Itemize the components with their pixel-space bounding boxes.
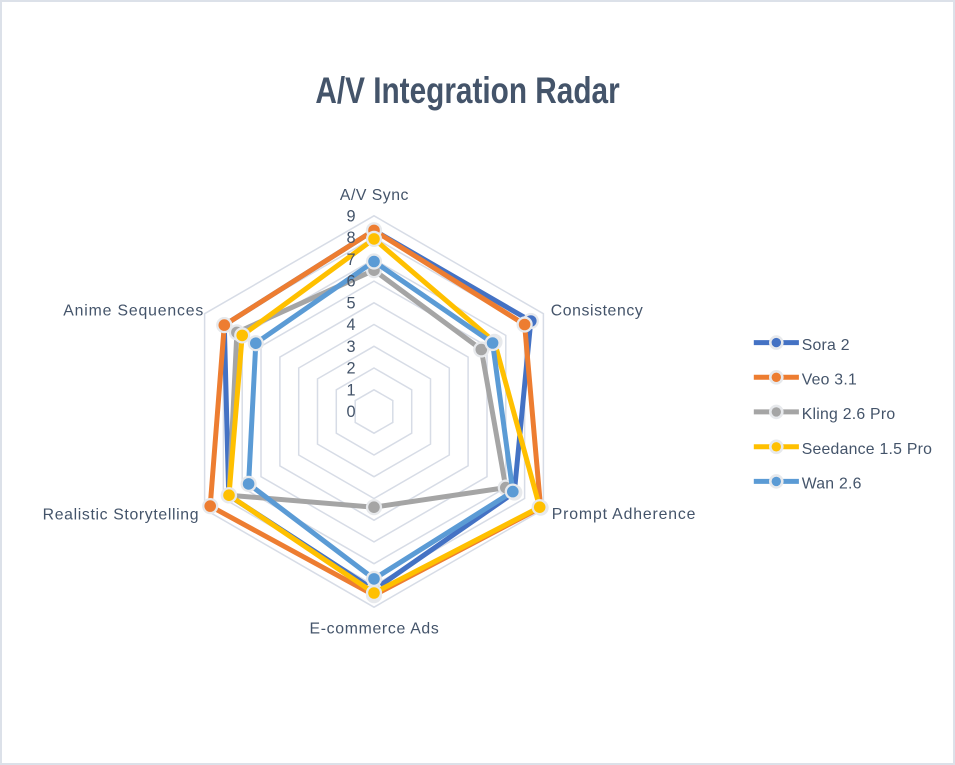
svg-text:A/V Integration Radar: A/V Integration Radar	[315, 71, 619, 112]
svg-text:9: 9	[346, 207, 355, 225]
svg-text:Realistic Storytelling: Realistic Storytelling	[43, 507, 200, 524]
svg-text:6: 6	[346, 273, 355, 291]
svg-text:5: 5	[346, 294, 355, 312]
svg-text:Kling 2.6 Pro: Kling 2.6 Pro	[802, 406, 896, 423]
svg-text:8: 8	[346, 229, 355, 247]
svg-text:3: 3	[346, 338, 355, 356]
svg-text:2: 2	[346, 360, 355, 378]
svg-text:Prompt Adherence: Prompt Adherence	[552, 506, 696, 523]
svg-text:E-commerce Ads: E-commerce Ads	[309, 620, 439, 637]
svg-text:Wan 2.6: Wan 2.6	[802, 476, 862, 493]
svg-text:Sora 2: Sora 2	[802, 337, 850, 354]
svg-text:Consistency: Consistency	[551, 302, 644, 319]
svg-text:A/V Sync: A/V Sync	[340, 187, 409, 204]
svg-text:0: 0	[346, 403, 355, 421]
svg-text:Anime Sequences: Anime Sequences	[63, 302, 204, 319]
svg-text:4: 4	[346, 316, 355, 334]
svg-text:Veo 3.1: Veo 3.1	[802, 372, 857, 389]
svg-text:1: 1	[346, 381, 355, 399]
svg-text:7: 7	[346, 251, 355, 269]
svg-text:Seedance 1.5 Pro: Seedance 1.5 Pro	[802, 441, 932, 458]
